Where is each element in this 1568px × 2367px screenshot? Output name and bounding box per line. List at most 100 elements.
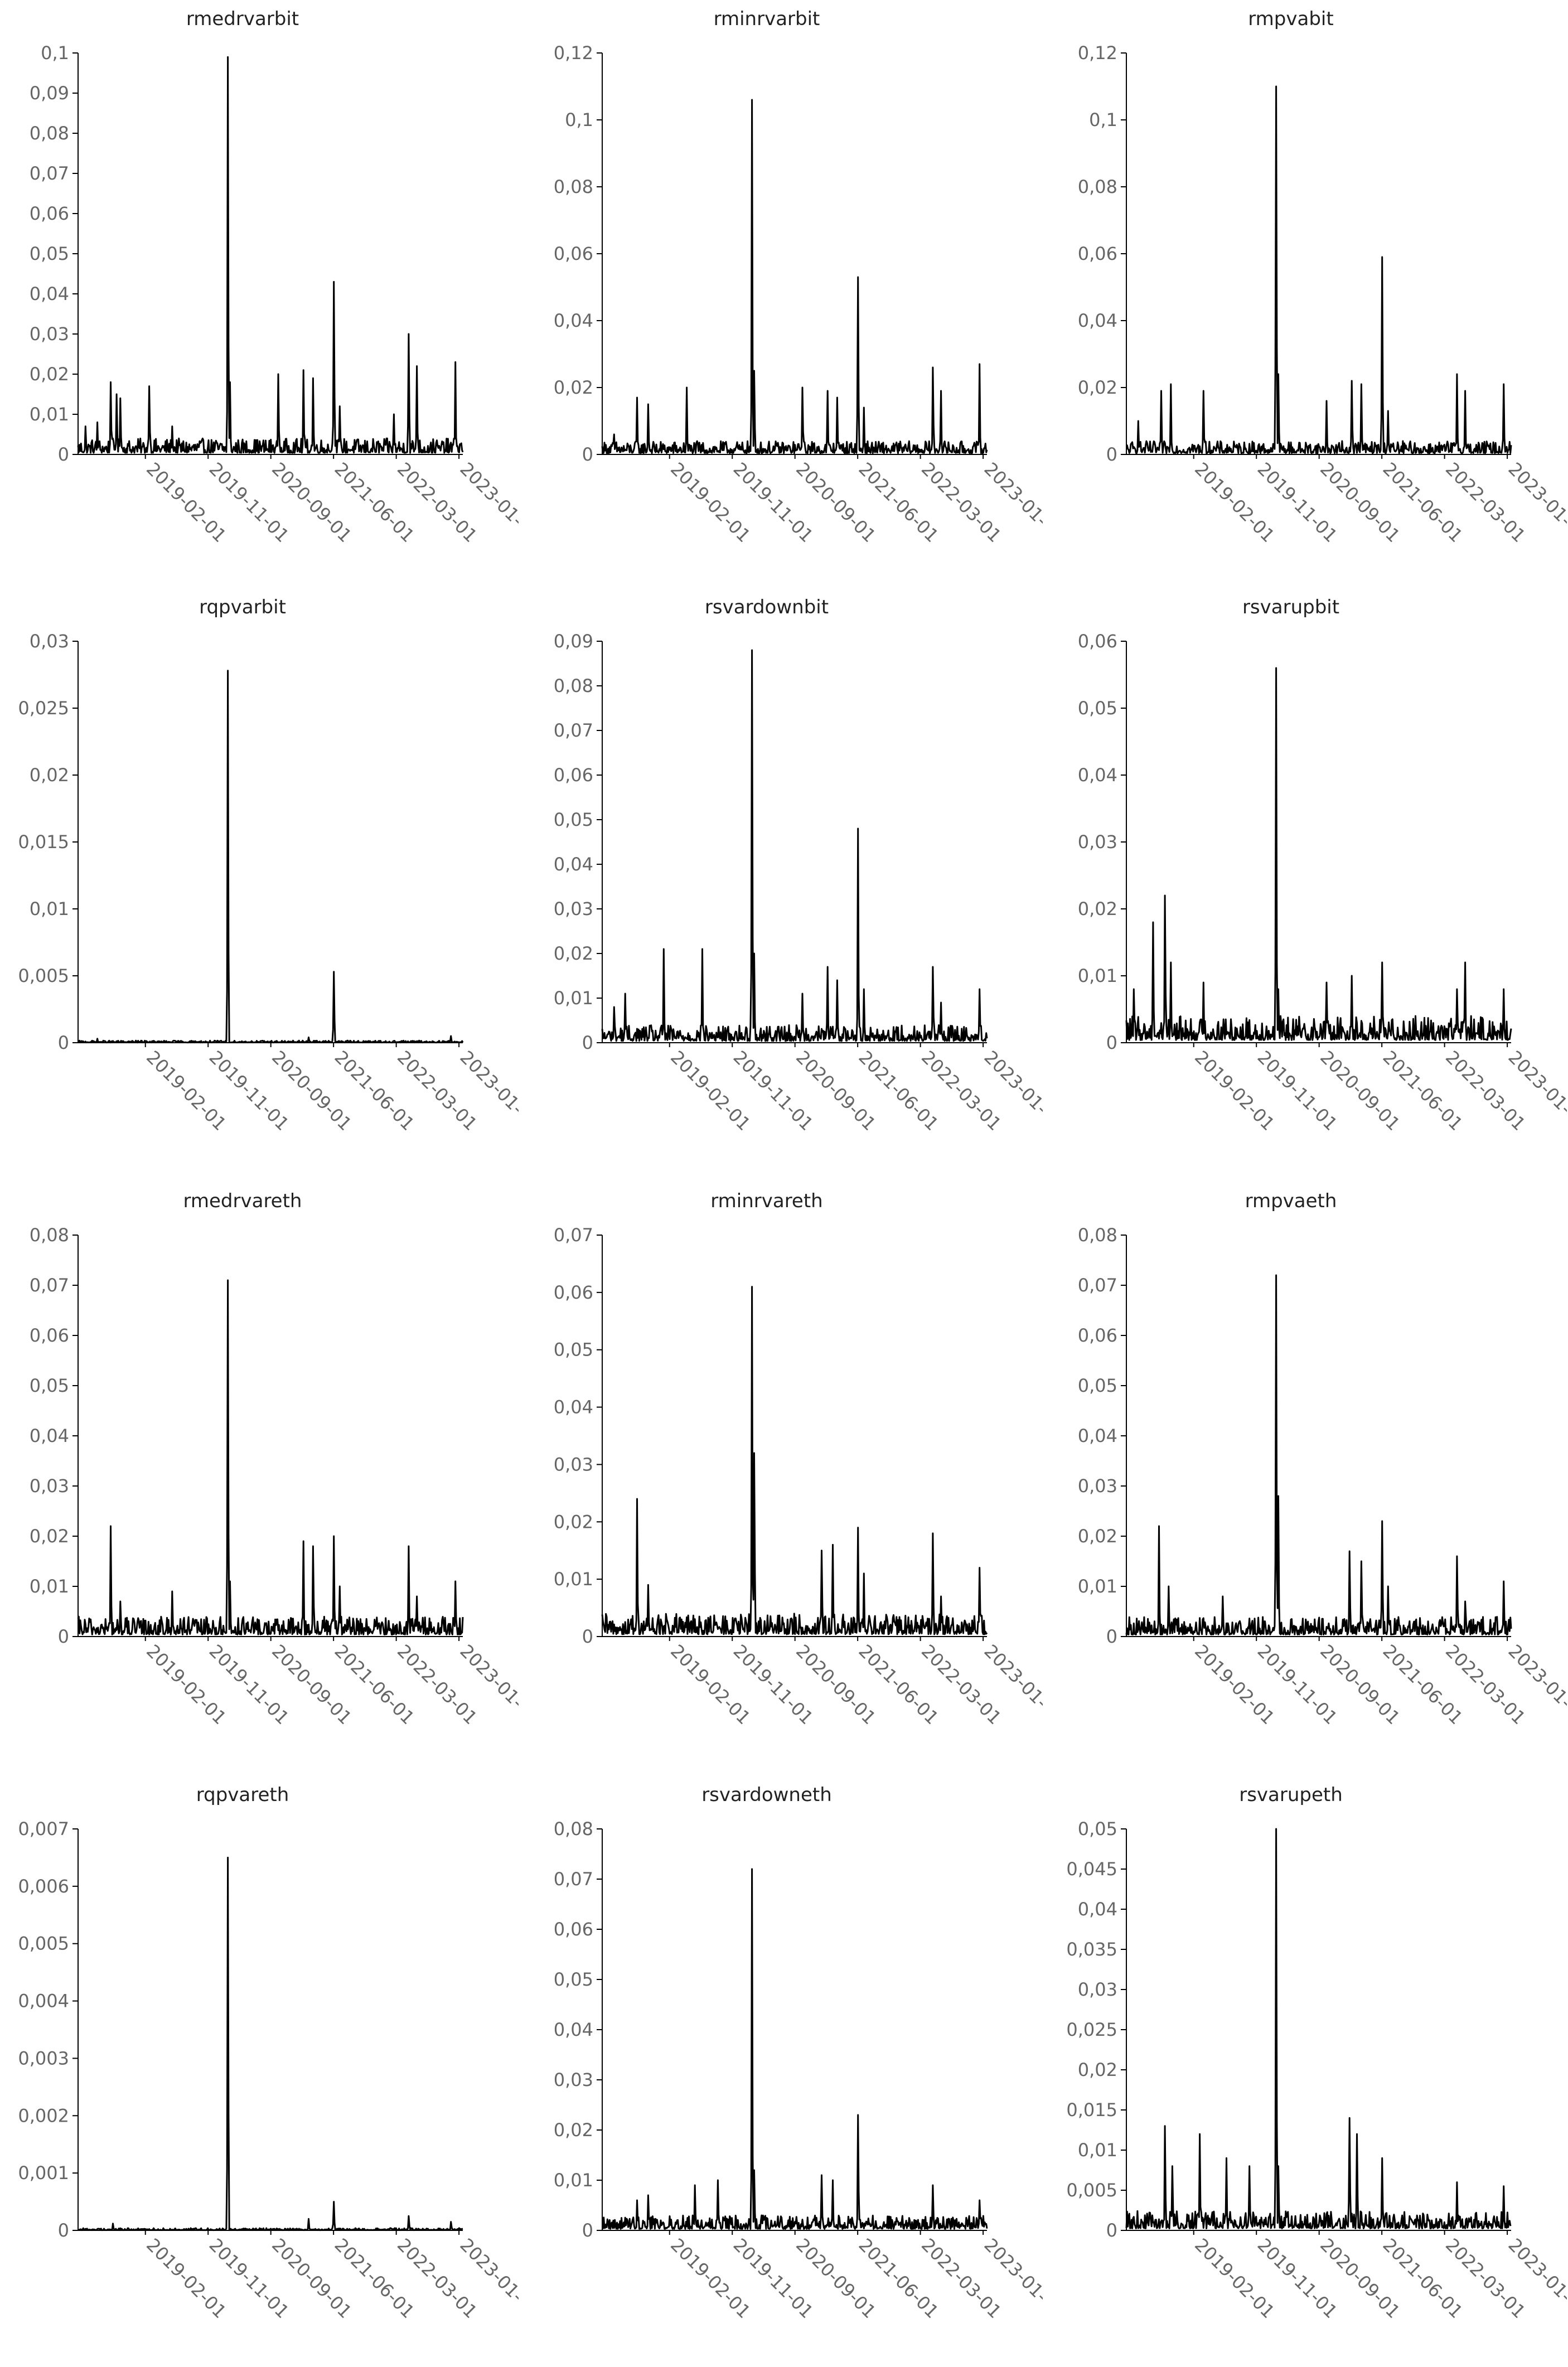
chart-svg: 0 0,005 0,01 0,015 0,02 0,025 0,03 0,035 0,04 0,0…	[1066, 1818, 1567, 2322]
chart-svg: 0 0,01 0,02 0,03 0,04 0,05 0,06 0,07 0,08 0,09 0,1…	[30, 42, 519, 546]
y-tick-label: 0,08	[1078, 1224, 1117, 1246]
y-tick-label: 0,07	[554, 1869, 593, 1890]
y-tick-label: 0,05	[1078, 1818, 1117, 1840]
y-tick-label: 0,02	[1078, 1526, 1117, 1547]
y-tick-label: 0	[1106, 1626, 1117, 1647]
y-tick-label: 0,015	[18, 831, 69, 853]
y-tick-label: 0,06	[30, 1325, 69, 1346]
y-tick-label: 0,02	[554, 1511, 593, 1532]
y-tick-label: 0,08	[30, 1224, 69, 1246]
y-tick-label: 0,03	[554, 2069, 593, 2090]
chart-title: rsvarupeth	[1239, 1784, 1343, 1806]
y-tick-label: 0,04	[554, 854, 593, 875]
y-tick-label: 0,007	[18, 1818, 69, 1840]
series-line	[78, 1856, 463, 2232]
chart-panel-rsvarupbit: rsvarupbit 0 0,01 0,02 0,03 0,04 0,05 0,06 2019-…	[1048, 588, 1567, 1177]
chart-title: rsvardownbit	[704, 596, 829, 618]
y-tick-label: 0,1	[565, 109, 593, 130]
chart-svg: 00,0010,0020,0030,0040,0050,0060,0072019…	[18, 1818, 519, 2322]
y-tick-label: 0	[1106, 2220, 1117, 2241]
y-tick-label: 0,1	[1089, 109, 1117, 130]
chart-title: rsvardowneth	[701, 1784, 832, 1806]
y-tick-label: 0,02	[1078, 377, 1117, 398]
y-tick-label: 0,06	[554, 764, 593, 786]
chart-panel-rsvardownbit: rsvardownbit 0 0,01 0,02 0,03 0,04 0,05 0,06 0,0…	[524, 588, 1043, 1177]
y-tick-label: 0,12	[1078, 42, 1117, 64]
y-tick-label: 0	[1106, 1032, 1117, 1053]
y-tick-label: 0,02	[30, 764, 69, 786]
series-line	[78, 670, 464, 1044]
y-tick-label: 0,005	[1066, 2180, 1117, 2201]
y-tick-label: 0,08	[554, 176, 593, 197]
y-tick-label: 0,07	[30, 1275, 69, 1296]
chart-svg: 00,010,020,030,040,050,060,070,082019-02…	[1078, 1224, 1567, 1729]
y-tick-label: 0,06	[554, 1282, 593, 1303]
y-tick-label: 0,05	[554, 1339, 593, 1361]
y-tick-label: 0,035	[1066, 1939, 1117, 1960]
y-tick-label: 0,07	[554, 1224, 593, 1246]
y-tick-label: 0,025	[18, 698, 69, 719]
y-tick-label: 0	[58, 2220, 69, 2241]
series-line	[601, 1286, 988, 1635]
chart-svg: 00,010,020,030,040,050,060,072019-02-012…	[554, 1224, 1043, 1729]
y-tick-label: 0,001	[18, 2162, 69, 2184]
series-line	[77, 1279, 464, 1635]
y-tick-label: 0,04	[30, 1425, 69, 1446]
y-tick-label: 0,05	[554, 1969, 593, 1990]
y-tick-label: 0,02	[30, 364, 69, 385]
y-tick-label: 0,02	[554, 943, 593, 964]
y-tick-label: 0	[58, 1032, 69, 1053]
series-line	[601, 649, 988, 1042]
y-tick-label: 0,01	[1078, 2140, 1117, 2161]
y-tick-label: 0,025	[1066, 2019, 1117, 2040]
chart-title: rmpvabit	[1248, 8, 1334, 30]
y-tick-label: 0	[1106, 444, 1117, 465]
chart-svg: 00,010,020,030,040,050,062019-02-012019-…	[1078, 631, 1567, 1135]
chart-panel-rmedrvarbit: rmedrvarbit 0 0,01 0,02 0,03 0,04 0,05 0,06 0,07…	[0, 0, 519, 588]
series-line	[1125, 1274, 1512, 1635]
y-tick-label: 0,04	[1078, 1425, 1117, 1446]
y-tick-label: 0,12	[554, 42, 593, 64]
y-tick-label: 0,015	[1066, 2099, 1117, 2121]
chart-title: rminrvarbit	[713, 8, 820, 30]
y-tick-label: 0,01	[1078, 965, 1117, 986]
series-line	[1126, 85, 1512, 454]
y-tick-label: 0,07	[554, 720, 593, 741]
chart-svg: 00,020,040,060,080,10,122019-02-012019-1…	[1078, 42, 1567, 546]
y-tick-label: 0,03	[30, 1475, 69, 1497]
chart-title: rminrvareth	[710, 1190, 823, 1212]
chart-panel-rsvarupeth: rsvarupeth 0 0,005 0,01 0,015 0,02 0,025 0,03 0,…	[1048, 1776, 1567, 2364]
y-tick-label: 0,06	[554, 1919, 593, 1940]
y-tick-label: 0,08	[554, 1818, 593, 1840]
y-tick-label: 0	[582, 2220, 593, 2241]
y-tick-label: 0,05	[1078, 698, 1117, 719]
y-tick-label: 0	[582, 1626, 593, 1647]
y-tick-label: 0,08	[1078, 176, 1117, 197]
y-tick-label: 0,004	[18, 1991, 69, 2012]
chart-svg: 00,020,040,060,080,10,122019-02-012019-1…	[554, 42, 1043, 546]
series-line	[601, 99, 988, 454]
y-tick-label: 0,06	[30, 203, 69, 224]
y-tick-label: 0	[582, 444, 593, 465]
y-tick-label: 0,06	[1078, 243, 1117, 264]
y-tick-label: 0,09	[554, 631, 593, 652]
chart-panel-rmpvaeth: rmpvaeth 0 0,01 0,02 0,03 0,04 0,05 0,06 0,07 0,0…	[1048, 1182, 1567, 1770]
y-tick-label: 0,03	[554, 1454, 593, 1475]
y-tick-label: 0,03	[554, 898, 593, 919]
y-tick-label: 0,05	[1078, 1375, 1117, 1396]
chart-panel-rminrvareth: rminrvareth 0 0,01 0,02 0,03 0,04 0,05 0,06 0,07…	[524, 1182, 1043, 1770]
y-tick-label: 0,05	[554, 809, 593, 830]
y-tick-label: 0,04	[1078, 310, 1117, 331]
y-tick-label: 0,06	[1078, 631, 1117, 652]
y-tick-label: 0,1	[41, 42, 69, 64]
chart-title: rmpvaeth	[1245, 1190, 1337, 1212]
y-tick-label: 0,06	[1078, 1325, 1117, 1346]
y-tick-label: 0,04	[30, 283, 69, 304]
y-tick-label: 0,045	[1066, 1858, 1117, 1880]
chart-panel-rmedrvareth: rmedrvareth 0 0,01 0,02 0,03 0,04 0,05 0,06 0,07…	[0, 1182, 519, 1770]
series-line	[1125, 667, 1512, 1041]
y-tick-label: 0	[582, 1032, 593, 1053]
y-tick-label: 0,06	[554, 243, 593, 264]
y-tick-label: 0,04	[554, 310, 593, 331]
y-tick-label: 0,03	[30, 323, 69, 345]
